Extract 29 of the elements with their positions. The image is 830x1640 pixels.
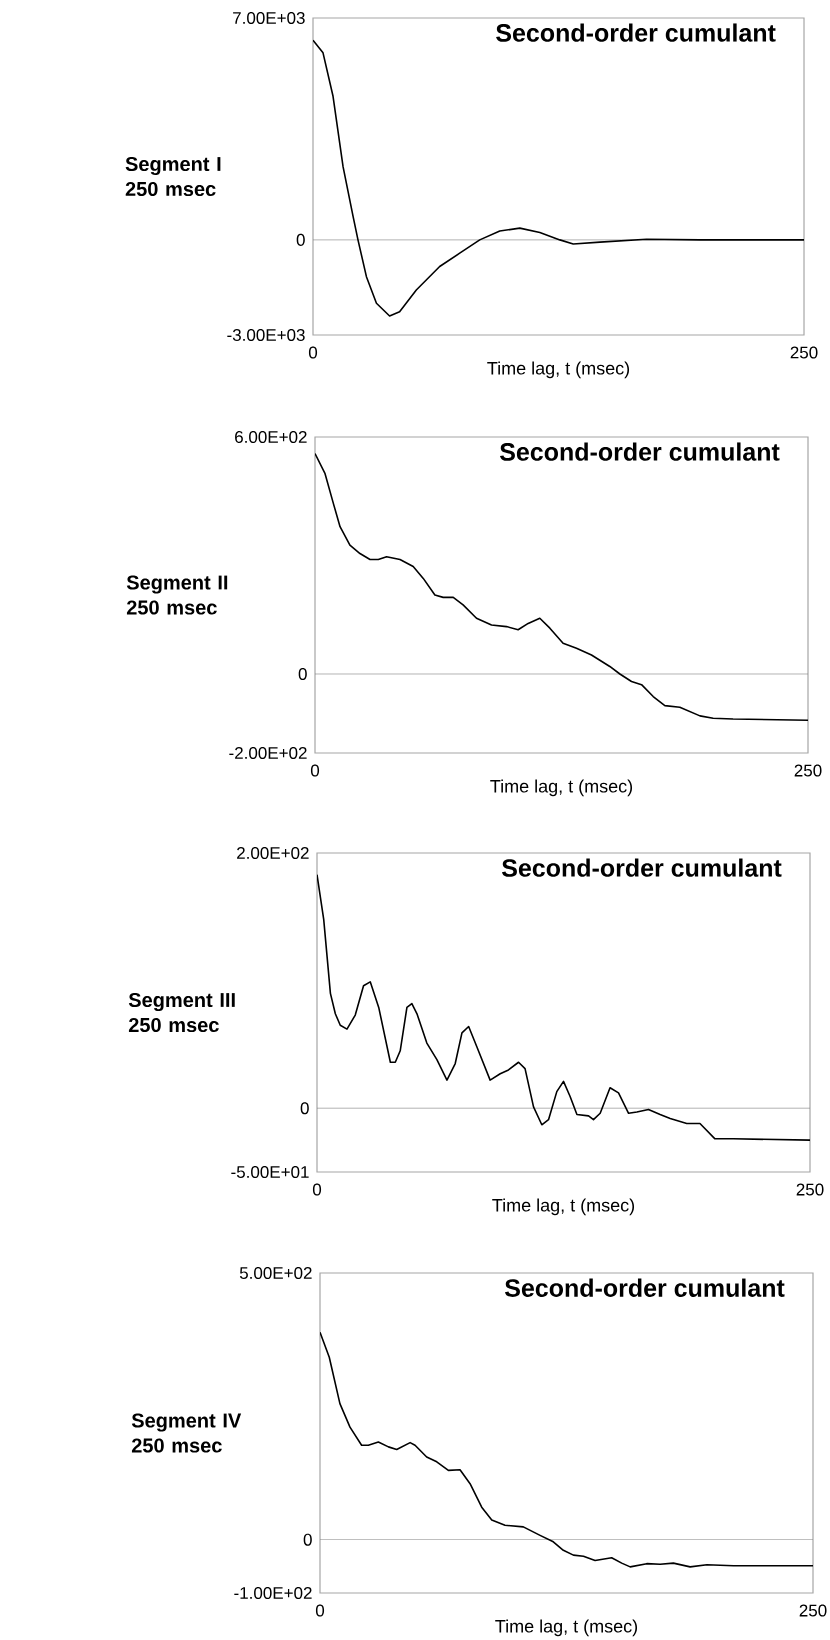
x-tick-label: 250 (790, 346, 818, 359)
y-axis-title: Segment IV 250 msec (131, 1413, 242, 1453)
y-tick-label: -5.00E+01 (231, 1165, 309, 1179)
y-axis-title: Segment II 250 msec (126, 575, 228, 615)
y-axis-title: Segment III 250 msec (128, 992, 235, 1033)
y-tick-label: 0 (296, 233, 305, 246)
chart-title: Second-order cumulant (499, 442, 780, 461)
x-tick-label: 250 (799, 1604, 827, 1617)
x-tick-label: 250 (794, 764, 822, 777)
chart-title: Second-order cumulant (501, 858, 782, 877)
y-tick-label: -1.00E+02 (234, 1586, 312, 1600)
x-axis-title: Time lag, t (msec) (487, 361, 630, 379)
y-tick-label: 2.00E+02 (237, 846, 309, 860)
y-tick-label: 0 (303, 1533, 312, 1546)
y-tick-label: 0 (300, 1102, 309, 1115)
x-axis-title: Time lag, t (msec) (492, 1198, 635, 1216)
chart-title: Second-order cumulant (496, 23, 776, 42)
y-tick-label: 5.00E+02 (239, 1266, 312, 1280)
x-axis-title: Time lag, t (msec) (495, 1619, 638, 1637)
y-tick-label: -2.00E+02 (229, 746, 307, 760)
x-tick-label: 250 (796, 1183, 824, 1196)
y-tick-label: 0 (298, 667, 307, 681)
y-tick-label: 7.00E+03 (233, 11, 305, 24)
y-tick-label: 6.00E+02 (235, 430, 307, 444)
line-series (320, 1331, 813, 1568)
y-tick-label: -3.00E+03 (227, 328, 305, 342)
chart-title: Second-order cumulant (504, 1278, 785, 1297)
y-axis-title: Segment I 250 msec (125, 156, 221, 197)
x-axis-title: Time lag, t (msec) (490, 779, 633, 797)
